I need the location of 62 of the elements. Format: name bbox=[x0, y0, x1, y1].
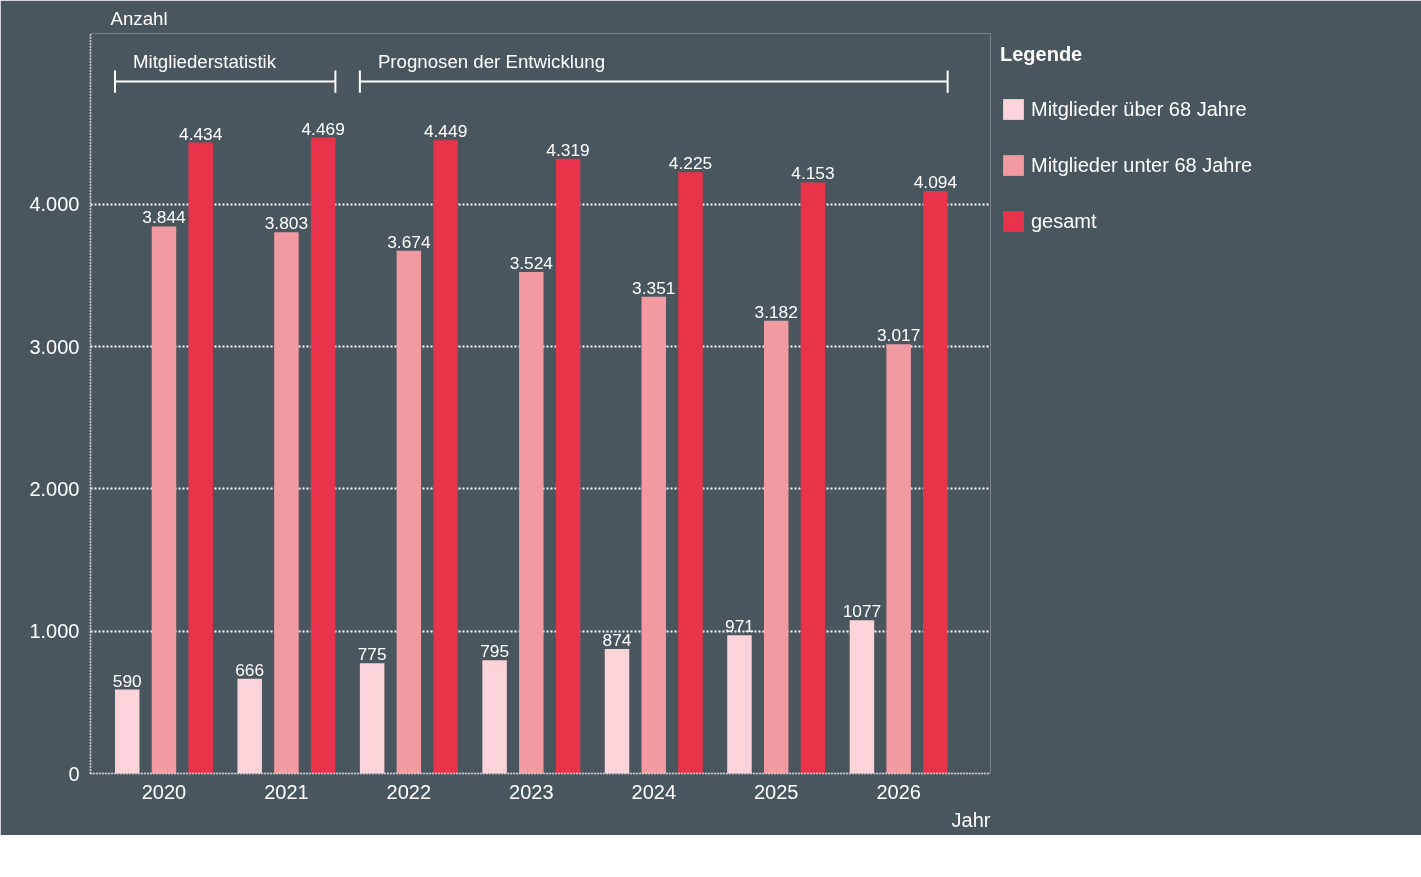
data-label: 874 bbox=[602, 630, 632, 651]
data-label: 3.017 bbox=[876, 325, 921, 346]
x-tick-label: 2021 bbox=[264, 780, 309, 803]
data-label: 4.153 bbox=[791, 163, 835, 184]
data-label: 1077 bbox=[842, 601, 882, 622]
legend-label: Mitglieder unter 68 Jahre bbox=[1031, 153, 1253, 177]
data-label: 3.803 bbox=[264, 213, 309, 234]
y-tick-label: 1.000 bbox=[29, 620, 80, 643]
y-tick-label: 3.000 bbox=[29, 335, 80, 358]
annotation: Mitgliederstatistik bbox=[132, 50, 277, 72]
x-tick-label: 2026 bbox=[876, 780, 921, 803]
bar bbox=[151, 226, 177, 774]
data-label: 971 bbox=[725, 616, 754, 637]
bar bbox=[482, 660, 507, 774]
x-tick-label: 2023 bbox=[509, 780, 554, 803]
data-label: 3.182 bbox=[754, 301, 798, 322]
data-label: 3.844 bbox=[142, 207, 187, 228]
data-label: 775 bbox=[357, 644, 387, 665]
bar bbox=[604, 649, 630, 774]
data-label: 4.094 bbox=[913, 171, 958, 192]
bar bbox=[800, 182, 826, 774]
bar bbox=[310, 137, 336, 774]
legend-label: Mitglieder über 68 Jahre bbox=[1031, 97, 1247, 121]
data-label: 590 bbox=[112, 670, 142, 691]
bar bbox=[555, 158, 581, 774]
data-label: 795 bbox=[480, 641, 510, 662]
bar bbox=[237, 678, 262, 774]
bar bbox=[519, 272, 544, 774]
data-label: 3.674 bbox=[387, 231, 431, 252]
y-tick-label: 4.000 bbox=[29, 193, 80, 216]
bar bbox=[763, 320, 789, 774]
data-label: 4.469 bbox=[301, 118, 345, 139]
x-tick-label: 2022 bbox=[386, 780, 432, 803]
bar bbox=[114, 689, 140, 774]
data-label: 3.351 bbox=[632, 277, 676, 298]
bar bbox=[274, 232, 299, 774]
x-tick-label: 2020 bbox=[141, 780, 187, 803]
bar bbox=[433, 140, 458, 774]
bar bbox=[678, 172, 703, 774]
annotation: Prognosen der Entwicklung bbox=[377, 50, 606, 72]
data-label: 4.449 bbox=[423, 121, 468, 142]
data-label: 4.434 bbox=[179, 123, 223, 144]
bar bbox=[923, 190, 948, 774]
x-tick-label: 2024 bbox=[631, 780, 677, 803]
bar bbox=[849, 620, 875, 774]
y-axis-title: Anzahl bbox=[110, 7, 168, 29]
data-label: 4.319 bbox=[546, 139, 590, 160]
bar bbox=[641, 296, 667, 774]
legend-title: Legende bbox=[1000, 43, 1084, 66]
data-label: 666 bbox=[235, 659, 265, 680]
legend-label: gesamt bbox=[1031, 209, 1098, 233]
bar bbox=[727, 635, 752, 774]
x-axis-title: Jahr bbox=[951, 808, 991, 831]
bar bbox=[886, 344, 911, 774]
bar bbox=[396, 250, 422, 774]
y-tick-label: 0 bbox=[68, 762, 80, 785]
y-tick-label: 2.000 bbox=[29, 477, 80, 500]
data-label: 4.225 bbox=[668, 153, 713, 174]
x-tick-label: 2025 bbox=[753, 780, 799, 803]
data-label: 3.524 bbox=[509, 253, 554, 274]
bar bbox=[359, 663, 385, 774]
bar bbox=[188, 142, 213, 774]
